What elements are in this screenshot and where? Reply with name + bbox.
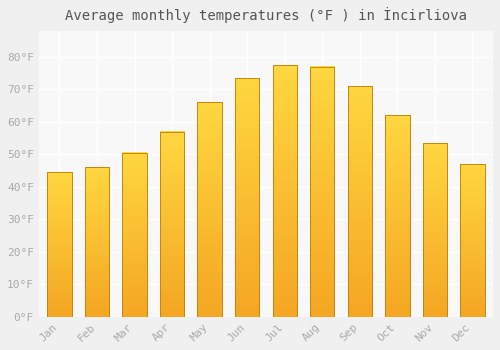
- Bar: [198, 103, 222, 317]
- Bar: [235, 78, 260, 317]
- Bar: [122, 153, 146, 317]
- Bar: [48, 172, 72, 317]
- Bar: [385, 116, 409, 317]
- Bar: [272, 65, 297, 317]
- Bar: [422, 143, 447, 317]
- Bar: [460, 164, 484, 317]
- Title: Average monthly temperatures (°F ) in İncirliova: Average monthly temperatures (°F ) in İn…: [65, 7, 467, 23]
- Bar: [348, 86, 372, 317]
- Bar: [310, 67, 334, 317]
- Bar: [160, 132, 184, 317]
- Bar: [85, 167, 109, 317]
